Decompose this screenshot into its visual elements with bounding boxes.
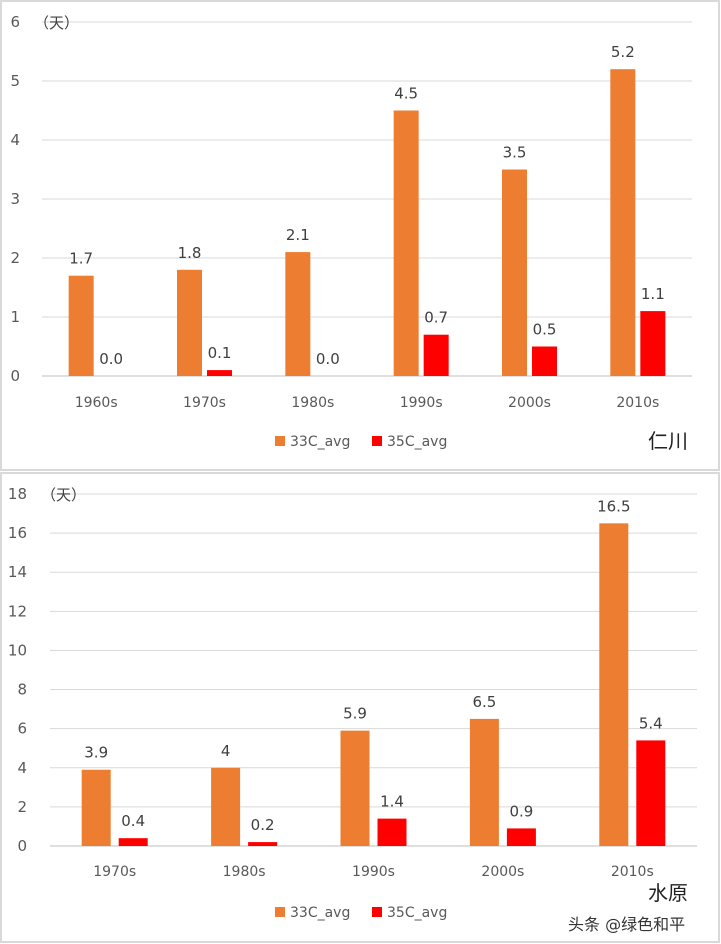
data-label: 6.5 — [472, 693, 496, 711]
y-tick-label: 8 — [17, 681, 27, 699]
data-label: 1.7 — [69, 250, 93, 268]
bar-35C_avg — [636, 740, 666, 846]
data-label: 0.7 — [424, 309, 448, 327]
legend-swatch — [275, 907, 285, 917]
y-tick-label: 1 — [10, 308, 20, 326]
x-tick-label: 2010s — [616, 395, 659, 411]
legend-label: 35C_avg — [387, 434, 447, 450]
y-tick-label: 3 — [10, 190, 20, 208]
data-label: 5.9 — [343, 705, 367, 723]
bar-35C_avg — [118, 838, 148, 846]
data-label: 1.4 — [380, 793, 404, 811]
bar-35C_avg — [532, 346, 557, 376]
y-tick-label: 14 — [8, 563, 27, 581]
data-label: 0.0 — [99, 350, 123, 368]
bar-33C_avg — [469, 718, 499, 846]
bar-33C_avg — [599, 523, 629, 846]
data-label: 4 — [221, 742, 231, 760]
y-unit-label: （天） — [34, 14, 79, 32]
x-tick-label: 1960s — [75, 395, 118, 411]
legend-swatch — [372, 436, 382, 446]
legend-swatch — [372, 907, 382, 917]
location-label: 仁川 — [648, 429, 688, 453]
data-label: 1.1 — [641, 285, 665, 303]
y-tick-label: 0 — [10, 367, 20, 385]
bar-35C_avg — [207, 370, 232, 376]
y-tick-label: 16 — [8, 524, 27, 542]
x-tick-label: 2000s — [508, 395, 551, 411]
data-label: 3.5 — [503, 144, 527, 162]
y-tick-label: 12 — [8, 602, 27, 620]
x-tick-label: 1990s — [352, 864, 395, 880]
y-tick-label: 10 — [8, 641, 27, 659]
bar-33C_avg — [211, 767, 241, 846]
y-tick-label: 4 — [10, 131, 20, 149]
location-label: 水原 — [648, 881, 688, 905]
x-tick-label: 2000s — [481, 864, 524, 880]
bar-33C_avg — [68, 275, 94, 376]
bar-35C_avg — [506, 828, 536, 846]
bar-33C_avg — [285, 252, 311, 376]
bar-35C_avg — [640, 311, 666, 376]
x-tick-label: 1990s — [400, 395, 443, 411]
y-tick-label: 6 — [17, 720, 27, 738]
y-tick-label: 2 — [17, 798, 27, 816]
y-tick-label: 2 — [10, 249, 20, 267]
x-tick-label: 1980s — [291, 395, 334, 411]
bar-35C_avg — [423, 334, 449, 376]
watermark: 头条 @绿色和平 — [568, 915, 685, 934]
bar-35C_avg — [377, 818, 407, 846]
data-label: 0.0 — [316, 350, 340, 368]
legend-label: 33C_avg — [290, 434, 350, 450]
y-tick-label: 18 — [8, 485, 27, 503]
legend-label: 33C_avg — [290, 905, 350, 921]
legend-label: 35C_avg — [387, 905, 447, 921]
data-label: 0.5 — [533, 321, 557, 339]
x-tick-label: 1970s — [93, 864, 136, 880]
legend-swatch — [275, 436, 285, 446]
data-label: 0.9 — [509, 802, 533, 820]
chart-panel — [0, 0, 720, 471]
bar-33C_avg — [81, 769, 111, 846]
y-tick-label: 6 — [10, 13, 20, 31]
bar-33C_avg — [393, 110, 419, 376]
data-label: 3.9 — [84, 744, 108, 762]
bar-35C_avg — [248, 842, 278, 846]
data-label: 2.1 — [286, 226, 310, 244]
y-unit-label: （天） — [41, 486, 86, 504]
data-label: 0.2 — [251, 816, 275, 834]
data-label: 0.4 — [121, 812, 145, 830]
data-label: 4.5 — [394, 85, 418, 103]
bar-33C_avg — [340, 730, 370, 846]
data-label: 0.1 — [208, 344, 232, 362]
data-label: 5.4 — [639, 714, 663, 732]
y-tick-label: 0 — [17, 837, 27, 855]
bar-33C_avg — [502, 169, 527, 376]
x-tick-label: 1980s — [223, 864, 266, 880]
y-tick-label: 5 — [10, 72, 20, 90]
data-label: 5.2 — [611, 43, 635, 61]
bar-33C_avg — [177, 269, 202, 376]
data-label: 16.5 — [597, 497, 630, 515]
x-tick-label: 2010s — [611, 864, 654, 880]
data-label: 1.8 — [178, 244, 202, 262]
x-tick-label: 1970s — [183, 395, 226, 411]
bar-33C_avg — [610, 69, 636, 376]
y-tick-label: 4 — [17, 759, 27, 777]
